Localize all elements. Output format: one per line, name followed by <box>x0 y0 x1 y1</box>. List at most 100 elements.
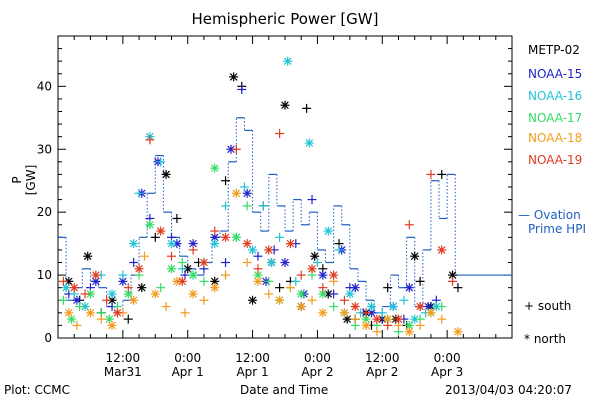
point-stroke <box>324 290 333 298</box>
data-point-metp-02 <box>229 72 239 82</box>
point-stroke <box>343 315 351 323</box>
data-point-noaa-15 <box>221 258 231 267</box>
data-point-noaa-19 <box>112 308 122 318</box>
x-tick-label: 12:00 <box>106 351 141 365</box>
data-point-noaa-17 <box>145 220 155 230</box>
data-point-noaa-16 <box>377 308 387 318</box>
point-stroke <box>297 302 306 311</box>
data-point-noaa-18 <box>85 308 95 318</box>
data-point-noaa-19 <box>285 239 295 249</box>
data-point-noaa-19 <box>210 226 220 236</box>
data-point-noaa-19 <box>307 264 317 274</box>
point-stroke <box>83 252 92 261</box>
legend-north-symbol: * north <box>524 332 567 346</box>
point-stroke <box>86 309 95 317</box>
data-point-noaa-15 <box>242 188 252 198</box>
point-stroke <box>383 315 392 323</box>
data-point-noaa-16 <box>156 157 166 167</box>
data-point-noaa-16 <box>258 201 268 211</box>
point-stroke <box>405 283 414 292</box>
point-stroke <box>137 283 146 292</box>
point-stroke <box>210 283 219 292</box>
data-point-noaa-19 <box>383 320 393 330</box>
data-point-noaa-18 <box>339 308 349 318</box>
data-point-metp-02 <box>137 283 147 293</box>
point-stroke <box>200 258 208 267</box>
point-stroke <box>173 239 181 248</box>
data-point-noaa-18 <box>107 320 117 330</box>
data-point-noaa-17 <box>437 302 447 312</box>
chart-title: Hemispheric Power [GW] <box>191 10 379 28</box>
data-point-noaa-16 <box>221 201 231 211</box>
data-point-metp-02 <box>437 169 447 179</box>
point-stroke <box>405 321 414 330</box>
data-point-noaa-19 <box>318 283 328 293</box>
x-tick-label: 0:00 <box>174 351 201 365</box>
data-point-noaa-19 <box>69 283 79 293</box>
y-tick-label: 0 <box>44 331 52 345</box>
x-axis-label: Date and Time <box>240 383 329 397</box>
data-point-noaa-19 <box>275 129 285 139</box>
point-stroke <box>62 283 70 292</box>
legend-ovation-line1: — Ovation <box>518 208 581 222</box>
x-tick-sublabel: Mar31 <box>104 365 142 379</box>
data-point-noaa-17 <box>177 258 187 267</box>
data-point-noaa-15 <box>329 289 339 299</box>
data-point-noaa-16 <box>291 276 301 286</box>
data-point-noaa-19 <box>177 276 187 286</box>
plot-timestamp: 2013/04/03 04:20:07 <box>445 383 572 397</box>
data-point-noaa-16 <box>399 295 409 305</box>
data-point-noaa-19 <box>221 232 231 242</box>
data-point-noaa-15 <box>318 270 328 280</box>
data-point-noaa-19 <box>437 245 447 255</box>
data-point-noaa-18 <box>242 258 252 267</box>
legend-metp02: METP-02 <box>528 43 580 57</box>
data-point-noaa-15 <box>237 84 247 94</box>
data-point-noaa-15 <box>253 251 263 261</box>
point-stroke <box>167 264 176 273</box>
data-point-metp-02 <box>172 213 182 223</box>
point-stroke <box>340 309 349 317</box>
data-point-noaa-16 <box>334 245 344 255</box>
data-point-metp-02 <box>383 283 393 293</box>
data-point-noaa-18 <box>188 289 198 299</box>
data-point-noaa-19 <box>339 295 349 305</box>
legend-noaa18: NOAA-18 <box>528 131 583 145</box>
point-stroke <box>210 277 219 286</box>
ovation-line-group <box>58 117 512 314</box>
point-stroke <box>162 170 170 179</box>
legend-noaa19: NOAA-19 <box>528 153 583 167</box>
data-point-noaa-18 <box>307 295 317 305</box>
data-point-noaa-15 <box>404 283 414 293</box>
point-stroke <box>227 145 235 154</box>
point-stroke <box>92 277 100 286</box>
data-point-noaa-16 <box>304 138 314 148</box>
point-stroke <box>351 283 360 292</box>
data-point-noaa-18 <box>221 270 231 280</box>
data-point-metp-02 <box>280 100 290 110</box>
data-point-noaa-18 <box>285 283 295 293</box>
point-stroke <box>67 315 76 323</box>
point-stroke <box>319 309 327 317</box>
data-point-noaa-18 <box>318 308 328 318</box>
x-tick-sublabel: Apr 1 <box>172 365 204 379</box>
data-point-noaa-18 <box>404 327 414 337</box>
x-tick-sublabel: Apr 2 <box>366 365 398 379</box>
point-stroke <box>178 277 187 286</box>
data-point-noaa-16 <box>210 239 220 249</box>
data-point-noaa-18 <box>161 302 171 312</box>
data-point-noaa-16 <box>275 232 285 242</box>
point-stroke <box>264 246 273 254</box>
point-stroke <box>156 227 165 235</box>
x-tick-label: 12:00 <box>365 351 400 365</box>
data-points-group <box>58 56 463 337</box>
point-stroke <box>210 239 219 248</box>
point-stroke <box>319 271 327 279</box>
point-stroke <box>108 290 116 298</box>
data-point-noaa-16 <box>323 226 333 236</box>
point-stroke <box>389 302 397 311</box>
data-point-noaa-19 <box>167 251 176 261</box>
point-stroke <box>70 283 79 292</box>
point-stroke <box>210 164 219 172</box>
